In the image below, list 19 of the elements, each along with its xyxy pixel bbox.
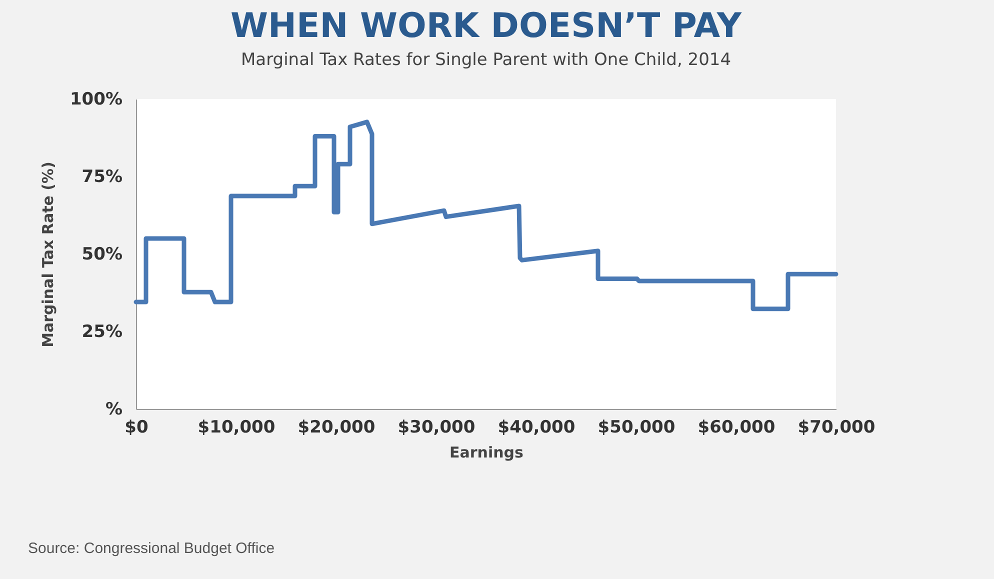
- x-tick-label: $60,000: [698, 418, 776, 438]
- line-series: [134, 120, 838, 312]
- y-tick-label: 75%: [82, 167, 122, 187]
- chart-subtitle: Marginal Tax Rates for Single Parent with One Child, 2014: [240, 50, 732, 70]
- y-axis-title: Marginal Tax Rate (%): [38, 162, 57, 348]
- x-tick-label: $10,000: [198, 418, 276, 438]
- y-tick-label: %: [105, 400, 122, 420]
- y-tick-label: 100%: [70, 90, 122, 110]
- x-tick-label: $50,000: [598, 418, 676, 438]
- source-note: Source: Congressional Budget Office: [28, 540, 275, 557]
- x-tick-label: $70,000: [798, 418, 876, 438]
- chart-title: WHEN WORK DOESN’T PAY: [230, 6, 742, 46]
- x-tick-label: $30,000: [398, 418, 476, 438]
- y-tick-label: 25%: [82, 322, 122, 342]
- x-axis-title: Earnings: [450, 444, 524, 462]
- x-tick-label: $40,000: [498, 418, 576, 438]
- x-tick-label: $0: [124, 418, 148, 438]
- x-tick-label: $20,000: [298, 418, 376, 438]
- y-tick-label: 50%: [82, 244, 122, 264]
